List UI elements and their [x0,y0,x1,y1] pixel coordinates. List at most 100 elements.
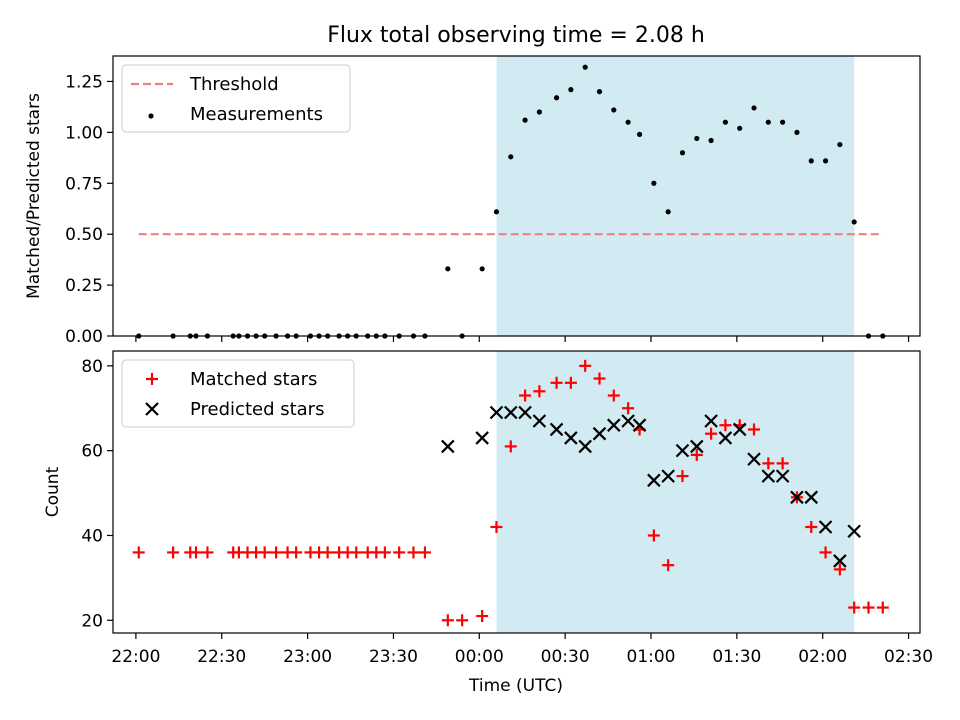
legend-measurements-label: Measurements [190,104,323,125]
matched-star-point [593,372,606,385]
measurement-point [568,87,574,93]
x-tick-label: 02:00 [798,647,847,667]
matched-star-point [647,529,660,542]
matched-star-point [441,614,454,627]
matched-star-point [550,376,563,389]
predicted-mark-b [518,405,532,420]
y-tick-label: 60 [81,442,103,462]
measurement-point [737,125,743,131]
predicted-star-point [532,414,547,428]
matched-star-point [833,563,846,576]
predicted-star-point [621,414,635,428]
matched-star-point [690,448,703,461]
predicted-mark-b [804,490,819,505]
predicted-mark-b [732,422,747,437]
predicted-star-point [564,431,578,445]
matched-star-point [476,610,489,623]
matched-star-point [848,601,861,614]
x-tick-label: 01:30 [712,647,761,667]
matched-star-point [504,440,517,453]
measurement-point [651,180,657,186]
measurement-point [596,89,603,95]
y-tick-label: 80 [81,357,103,377]
measurement-point [536,109,542,115]
predicted-star-point [675,443,690,458]
matched-star-point [762,457,775,470]
predicted-mark-b [475,431,489,445]
predicted-mark-b [747,452,761,466]
legend-predicted-swatch [145,402,159,416]
predicted-star-point [489,405,504,420]
matched-star-point [350,546,363,559]
predicted-mark-b [578,439,592,454]
predicted-star-point [718,431,733,445]
top-panel: 0.00 0.25 0.50 0.75 1.00 1.25 Matched/Predict… [24,55,921,347]
predicted-star-point [747,452,761,466]
legend-predicted-label: Predicted stars [190,399,324,420]
matched-star-point [270,546,283,559]
predicted-mark-b [607,418,621,432]
top-y-axis-label: Matched/Predicted stars [24,93,44,299]
top-plot-frame [112,55,921,337]
measurement-point [751,105,757,111]
legend-threshold-label: Threshold [189,74,279,95]
measurement-point [665,209,671,215]
matched-star-point [456,614,469,627]
y-tick-label: 0.50 [65,225,103,245]
top-shaded-interval [496,56,855,336]
matched-star-point [676,470,689,483]
predicted-star-point [549,422,564,437]
y-tick-label: 0.00 [65,327,103,347]
matched-star-point [290,546,303,559]
matched-star-point [748,423,761,436]
matched-star-point [393,546,406,559]
y-tick-label: 0.75 [65,174,103,194]
bottom-plot-frame [112,350,921,634]
predicted-mark-b [833,554,847,568]
predicted-star-point [847,524,861,539]
x-tick-label: 00:30 [541,647,590,667]
predicted-star-point [441,439,455,454]
matched-star-point [819,546,832,559]
predicted-star-point [632,418,647,432]
matched-star-point [189,546,202,559]
predicted-star-point [761,469,776,483]
observing-window [496,351,855,633]
predicted-mark-b [564,431,578,445]
predicted-mark-b [761,469,776,483]
matched-star-point [564,376,577,389]
matched-star-point [876,601,889,614]
predicted-star-point [661,469,675,483]
bottom-x-axis: 22:00 22:30 23:00 23:30 00:00 00:30 01:00 01:30… [111,633,933,667]
measurement-point [679,150,686,156]
predicted-star-point [790,490,804,505]
predicted-mark-b [532,414,547,428]
predicted-mark-b [661,469,675,483]
predicted-star-point [704,414,718,428]
y-tick-label: 20 [81,611,103,631]
predicted-mark-b [621,414,635,428]
predicted-mark-b [790,490,804,505]
matched-star-point [258,546,271,559]
predicted-mark-b [818,520,833,534]
matched-star-point [805,520,818,533]
predicted-star-point [833,554,847,568]
matched-star-point [705,427,718,440]
measurement-point [479,266,485,272]
matched-star-point [201,546,214,559]
matched-star-point [321,546,334,559]
legend-measurements-swatch [148,113,154,119]
predicted-star-point [475,431,489,445]
matched-star-point [490,520,503,533]
predicted-star-point [647,473,661,488]
measurement-point [722,119,729,125]
measurement-point [625,119,631,125]
predicted-mark-b [847,524,861,539]
predicted-star-point [607,418,621,432]
predicted-mark-b [441,439,455,454]
predicted-star-point [818,520,833,534]
x-tick-label: 01:00 [627,647,676,667]
predicted-mark-b [775,469,790,483]
measurement-point [493,209,500,215]
